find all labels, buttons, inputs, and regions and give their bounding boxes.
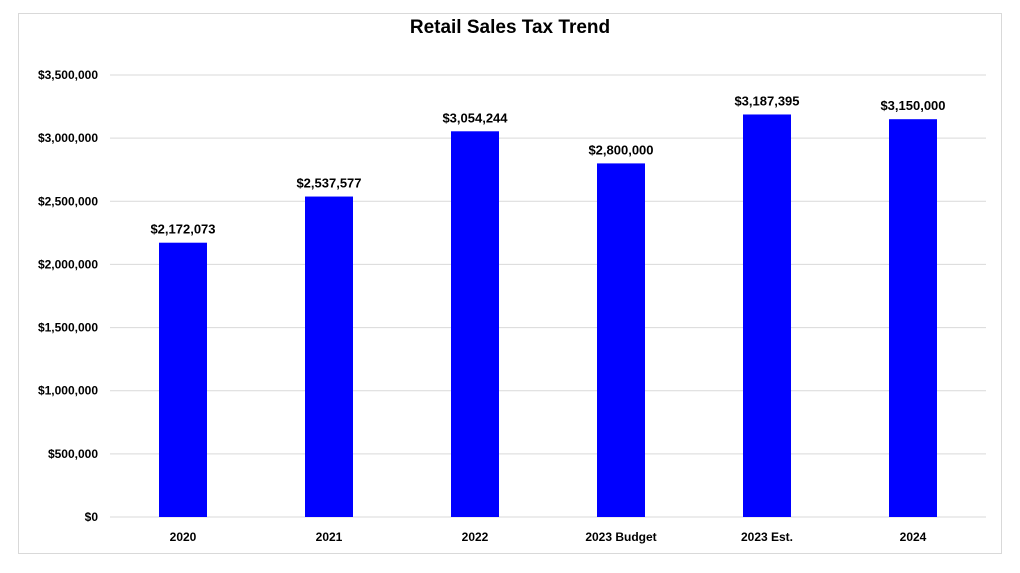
data-label: $2,172,073 (150, 222, 215, 237)
data-label: $2,537,577 (296, 176, 361, 191)
y-tick-label: $3,000,000 (38, 131, 98, 145)
y-tick-label: $1,000,000 (38, 384, 98, 398)
x-tick-label: 2023 Budget (585, 530, 656, 544)
y-tick-label: $3,500,000 (38, 68, 98, 82)
x-tick-label: 2023 Est. (741, 530, 793, 544)
bar (159, 242, 207, 517)
bar (305, 196, 353, 517)
y-tick-label: $500,000 (48, 447, 98, 461)
x-tick-label: 2022 (462, 530, 489, 544)
bar (743, 114, 791, 518)
data-label: $3,054,244 (442, 110, 508, 125)
x-tick-label: 2024 (900, 530, 927, 544)
data-label: $2,800,000 (588, 142, 653, 157)
y-tick-label: $2,500,000 (38, 194, 98, 208)
y-tick-label: $0 (85, 510, 99, 524)
y-tick-label: $2,000,000 (38, 257, 98, 271)
x-tick-label: 2020 (170, 530, 197, 544)
data-label: $3,150,000 (880, 98, 945, 113)
bar (889, 119, 937, 517)
bar (597, 163, 645, 517)
data-label: $3,187,395 (734, 93, 799, 108)
chart-title: Retail Sales Tax Trend (409, 17, 611, 38)
y-tick-label: $1,500,000 (38, 321, 98, 335)
x-tick-label: 2021 (316, 530, 343, 544)
bar (451, 131, 499, 518)
